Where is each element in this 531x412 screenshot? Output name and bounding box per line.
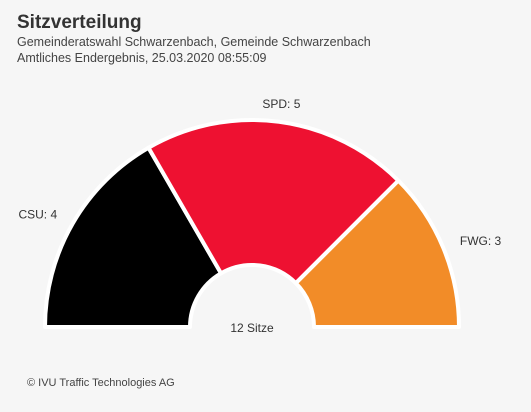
total-seats-label: 12 Sitze (230, 321, 274, 335)
seat-label-csu: CSU: 4 (18, 208, 57, 222)
copyright-notice: © IVU Traffic Technologies AG (27, 377, 175, 389)
chart-title: Sitzverteilung (17, 12, 142, 33)
chart-subtitle-result-status: Amtliches Endergebnis, 25.03.2020 08:55:… (17, 51, 267, 65)
seat-segment-csu[interactable] (43, 145, 223, 329)
seat-segment-fwg[interactable] (293, 178, 461, 329)
seat-label-fwg: FWG: 3 (460, 234, 502, 248)
seat-label-spd: SPD: 5 (262, 97, 300, 111)
chart-subtitle-election: Gemeinderatswahl Schwarzenbach, Gemeinde… (17, 35, 371, 49)
